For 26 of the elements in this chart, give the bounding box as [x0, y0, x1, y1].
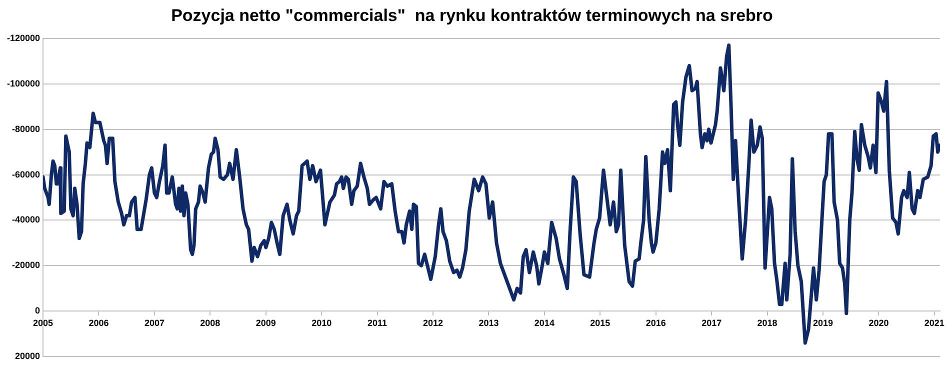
x-tick-label: 2007	[144, 318, 164, 328]
x-tick-label: 2014	[534, 318, 554, 328]
x-tick-label: 2018	[757, 318, 778, 328]
chart-title: Pozycja netto "commercials" na rynku kontraktów terminowych na srebro	[171, 6, 773, 25]
x-tick-label: 2016	[646, 318, 666, 328]
x-tick-label: 2011	[368, 318, 388, 328]
y-tick-label: -120000	[7, 32, 40, 43]
y-tick-label: 20000	[15, 351, 40, 362]
x-tick-label: 2019	[812, 318, 834, 328]
x-tick-label: 2015	[590, 318, 610, 328]
y-tick-label: -40000	[12, 214, 40, 225]
x-tick-label: 2020	[868, 318, 889, 328]
x-tick-label: 2006	[88, 318, 109, 328]
y-tick-label: -60000	[12, 169, 40, 180]
x-tick-label: 2021	[924, 318, 944, 328]
x-tick-label: 2013	[478, 318, 499, 328]
y-tick-label: -100000	[7, 78, 40, 88]
x-tick-label: 2012	[423, 318, 444, 328]
y-tick-label: -20000	[12, 260, 40, 270]
x-tick-label: 2008	[200, 318, 220, 328]
y-tick-label: 0	[35, 306, 40, 316]
x-tick-label: 2010	[312, 318, 332, 328]
x-tick-label: 2005	[33, 318, 54, 328]
x-tick-label: 2009	[256, 318, 276, 328]
x-tick-label: 2017	[702, 318, 722, 328]
y-tick-label: -80000	[12, 124, 40, 134]
